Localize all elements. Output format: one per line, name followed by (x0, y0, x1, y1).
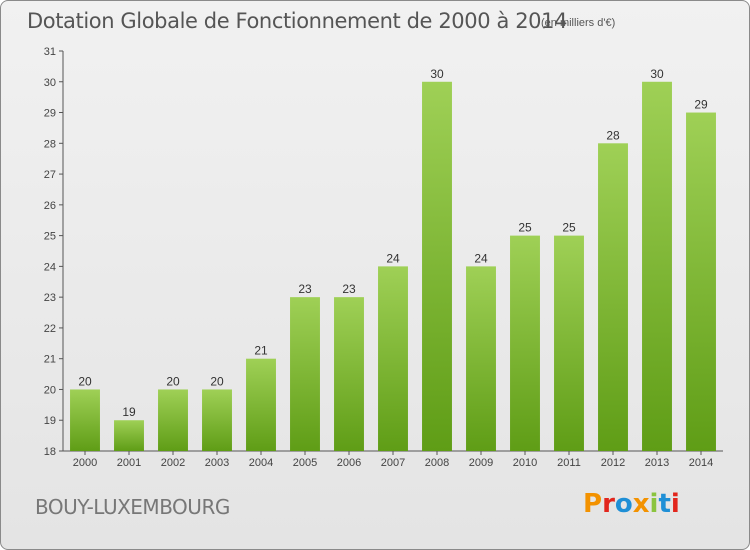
bar (70, 389, 100, 451)
y-tick-label: 21 (44, 354, 56, 366)
bar (510, 235, 540, 451)
chart-title: Dotation Globale de Fonctionnement de 20… (27, 9, 568, 33)
bar-value-label: 20 (210, 374, 224, 388)
y-tick-label: 28 (44, 138, 56, 150)
proxiti-logo[interactable]: Proxiti (583, 489, 680, 519)
bar (466, 266, 496, 451)
y-tick-label: 22 (44, 323, 56, 335)
bar (158, 389, 188, 451)
y-tick-label: 26 (44, 200, 56, 212)
x-tick-label: 2012 (601, 457, 625, 469)
bar-value-label: 23 (342, 282, 356, 296)
y-tick-label: 31 (44, 46, 56, 58)
bar (114, 420, 144, 451)
bar-value-label: 30 (430, 67, 444, 81)
bar (598, 143, 628, 452)
x-tick-label: 2003 (205, 457, 229, 469)
bar-value-label: 20 (166, 374, 180, 388)
bars: 20 19 20 20 21 23 23 24 30 24 25 25 28 30 29 (70, 67, 716, 452)
bar-value-label: 20 (78, 374, 92, 388)
x-tick-label: 2002 (161, 457, 185, 469)
bar-value-label: 25 (518, 221, 532, 235)
logo-letter: t (658, 489, 671, 519)
x-tick-label: 2009 (469, 457, 493, 469)
bar-value-label: 29 (694, 98, 708, 112)
logo-letter: x (632, 489, 650, 519)
bar (554, 235, 584, 451)
bar-value-label: 28 (606, 128, 620, 142)
x-tick-label: 2007 (381, 457, 405, 469)
bar-value-label: 30 (650, 67, 664, 81)
logo-letter: i (670, 489, 680, 519)
bar (422, 81, 452, 452)
chart-unit: (en milliers d'€) (541, 17, 616, 29)
x-tick-label: 2005 (293, 457, 317, 469)
bar-value-label: 23 (298, 282, 312, 296)
bar (202, 389, 232, 451)
y-tick-label: 20 (44, 384, 56, 396)
bar-value-label: 24 (386, 251, 400, 265)
bar (334, 297, 364, 451)
x-tick-labels: 2000 2001 2002 2003 2004 2005 2006 2007 2008 2009… (73, 457, 713, 469)
y-tick-labels: 18 19 20 21 22 23 24 25 26 27 28 29 30 31 (44, 46, 56, 458)
y-tick-label: 18 (44, 446, 56, 458)
x-tick-label: 2000 (73, 457, 97, 469)
bar-value-label: 19 (122, 405, 136, 419)
bar (290, 297, 320, 451)
y-tick-label: 25 (44, 231, 56, 243)
bar (246, 358, 276, 451)
x-tick-label: 2014 (689, 457, 713, 469)
x-tick-label: 2011 (557, 457, 581, 469)
bar-value-label: 24 (474, 251, 488, 265)
logo-letter: o (614, 489, 633, 519)
location-name: BOUY-LUXEMBOURG (35, 495, 230, 519)
bar (378, 266, 408, 451)
bar-value-label: 25 (562, 221, 576, 235)
x-tick-label: 2013 (645, 457, 669, 469)
y-tick-label: 19 (44, 415, 56, 427)
y-tick-label: 27 (44, 169, 56, 181)
logo-letter: P (583, 489, 603, 519)
y-tick-label: 29 (44, 108, 56, 120)
x-tick-label: 2006 (337, 457, 361, 469)
x-tick-label: 2008 (425, 457, 449, 469)
x-tick-label: 2010 (513, 457, 537, 469)
logo-letter: r (602, 489, 615, 519)
logo-letter: i (649, 489, 659, 519)
x-tick-label: 2004 (249, 457, 273, 469)
x-tick-label: 2001 (117, 457, 141, 469)
y-tick-label: 24 (44, 261, 56, 273)
y-tick-label: 30 (44, 77, 56, 89)
bar (686, 112, 716, 452)
bar (642, 81, 672, 452)
y-tick-label: 23 (44, 292, 56, 304)
bar-value-label: 21 (254, 344, 268, 358)
